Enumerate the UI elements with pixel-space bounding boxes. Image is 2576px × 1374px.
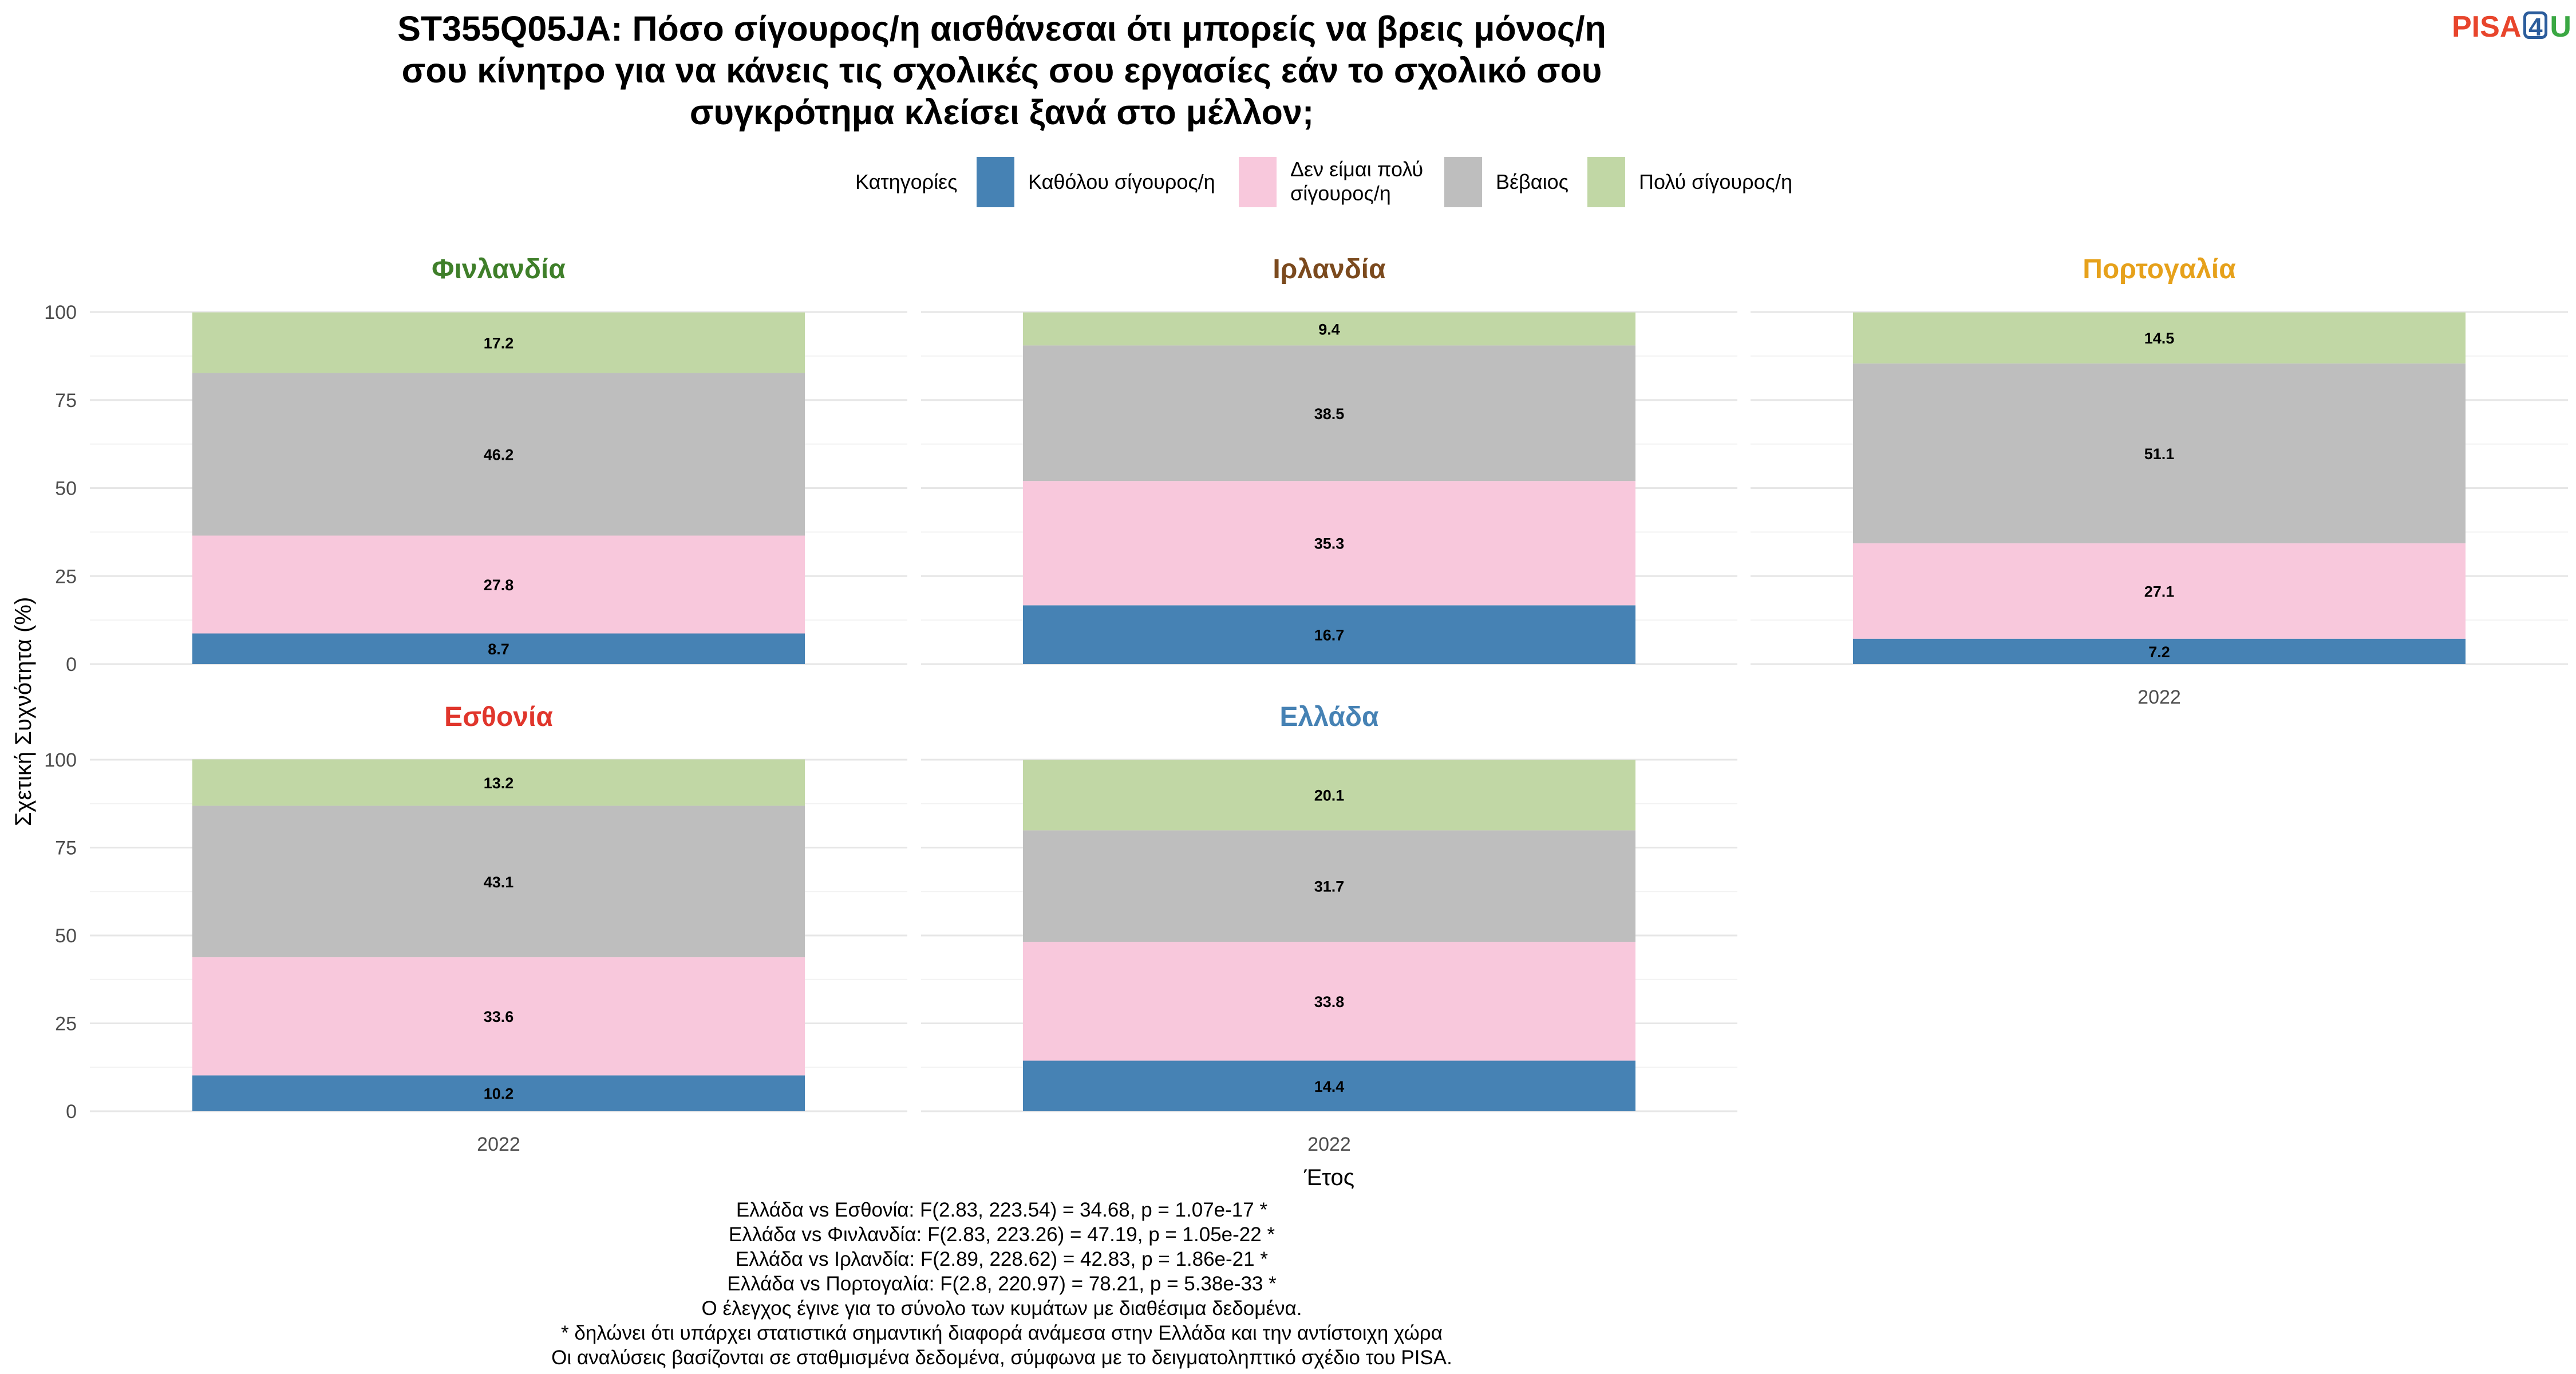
pisa4u-logo: PISA 4 U — [2452, 8, 2571, 46]
panel-title: Ελλάδα — [1280, 702, 1379, 732]
legend-swatch-certain — [1444, 157, 1482, 207]
y-tick-label: 75 — [55, 390, 77, 412]
bar-segment — [192, 535, 805, 634]
bar-segment — [192, 1075, 805, 1111]
bar-segment — [192, 957, 805, 1076]
bar-segment — [1023, 1060, 1635, 1111]
x-axis-title: Έτος — [1303, 1165, 1354, 1190]
legend: Κατηγορίες Καθόλου σίγουρος/η Δεν είμαι … — [0, 157, 2576, 208]
y-tick-label: 25 — [55, 566, 77, 587]
bar-segment — [192, 312, 805, 373]
footnote-line: Ελλάδα vs Εσθονία: F(2.83, 223.54) = 34.… — [736, 1199, 1268, 1221]
panel-title: Φινλανδία — [432, 254, 566, 285]
bar-segment — [192, 759, 805, 806]
data-label: 9.4 — [1318, 321, 1340, 338]
bar-segment — [1853, 312, 2466, 364]
chart-title-line: σου κίνητρο για να κάνεις τις σχολικές σ… — [401, 51, 1602, 90]
data-label: 43.1 — [484, 874, 514, 891]
data-label: 31.7 — [1314, 878, 1345, 895]
data-label: 10.2 — [484, 1085, 514, 1103]
data-label: 8.7 — [488, 641, 509, 658]
bar-segment — [1023, 942, 1635, 1061]
chart-title-line: συγκρότημα κλείσει ξανά στο μέλλον; — [689, 93, 1314, 132]
data-label: 46.2 — [484, 446, 514, 463]
data-label: 51.1 — [2144, 445, 2175, 463]
data-label: 33.6 — [484, 1008, 514, 1025]
y-tick-label: 50 — [55, 925, 77, 947]
bar-segment — [1023, 605, 1635, 664]
y-tick-label: 100 — [44, 302, 77, 323]
legend-label-not-sure: Καθόλου σίγουρος/η — [1028, 170, 1215, 194]
footnote-line: Ελλάδα vs Φινλανδία: F(2.83, 223.26) = 4… — [728, 1223, 1275, 1246]
chart-title: ST355Q05JA: Πόσο σίγουρος/η αισθάνεσαι ό… — [0, 8, 2004, 133]
panel-title: Ιρλανδία — [1273, 254, 1386, 285]
data-label: 14.5 — [2144, 330, 2175, 347]
y-tick-label: 0 — [66, 1101, 77, 1123]
legend-label-not-very-sure-line1: Δεν είμαι πολύ — [1290, 157, 1424, 181]
y-tick-label: 100 — [44, 749, 77, 771]
logo-text-pisa: PISA — [2452, 10, 2522, 44]
bar-segment — [1853, 543, 2466, 639]
footnote-line: Ελλάδα vs Πορτογαλία: F(2.8, 220.97) = 7… — [727, 1273, 1277, 1295]
x-tick-label: 2022 — [477, 1134, 520, 1155]
legend-label-not-very-sure-line2: σίγουρος/η — [1290, 181, 1391, 205]
x-tick-label: 2022 — [1307, 1134, 1351, 1155]
footnote-line: Ελλάδα vs Ιρλανδία: F(2.89, 228.62) = 42… — [736, 1248, 1268, 1270]
bar-segment — [192, 806, 805, 958]
legend-label-very-sure: Πολύ σίγουρος/η — [1639, 170, 1792, 194]
data-label: 27.1 — [2144, 583, 2175, 600]
bar-segment — [1023, 312, 1635, 346]
data-label: 14.4 — [1314, 1078, 1345, 1095]
y-tick-label: 50 — [55, 478, 77, 500]
legend-swatch-very-sure — [1587, 157, 1625, 207]
data-label: 7.2 — [2148, 643, 2170, 661]
bar-segment — [1023, 345, 1635, 481]
data-label: 16.7 — [1314, 627, 1345, 644]
legend-title: Κατηγορίες — [855, 170, 958, 194]
panel-title: Πορτογαλία — [2083, 254, 2236, 285]
data-label: 13.2 — [484, 775, 514, 792]
bar-segment — [192, 373, 805, 536]
legend-label-certain: Βέβαιος — [1496, 170, 1568, 194]
logo-text-four: 4 — [2523, 11, 2548, 41]
footnote-line: Οι αναλύσεις βασίζονται σε σταθμισμένα δ… — [551, 1347, 1452, 1369]
bar-segment — [1853, 638, 2466, 664]
legend-swatch-not-very-sure — [1239, 157, 1277, 207]
bar-segment — [1023, 830, 1635, 942]
data-label: 38.5 — [1314, 405, 1345, 423]
y-axis-title: Σχετική Συχνότητα (%) — [11, 597, 36, 827]
data-label: 27.8 — [484, 577, 514, 594]
bar-segment — [192, 633, 805, 664]
y-tick-label: 75 — [55, 838, 77, 859]
data-label: 17.2 — [484, 335, 514, 352]
bar-segment — [1023, 481, 1635, 606]
x-tick-label: 2022 — [2138, 686, 2181, 708]
bar-segment — [1853, 363, 2466, 544]
footnote-line: * δηλώνει ότι υπάρχει στατιστικά σημαντι… — [561, 1322, 1443, 1344]
data-label: 35.3 — [1314, 535, 1345, 552]
y-tick-label: 25 — [55, 1013, 77, 1035]
footnotes: Ελλάδα vs Εσθονία: F(2.83, 223.54) = 34.… — [0, 1198, 2004, 1370]
logo-text-u: U — [2550, 10, 2571, 44]
legend-swatch-not-sure — [977, 157, 1014, 207]
chart-title-line: ST355Q05JA: Πόσο σίγουρος/η αισθάνεσαι ό… — [397, 9, 1606, 48]
panel-title: Εσθονία — [444, 702, 553, 732]
data-label: 33.8 — [1314, 993, 1345, 1010]
bar-segment — [1023, 760, 1635, 831]
data-label: 20.1 — [1314, 787, 1345, 804]
y-tick-label: 0 — [66, 654, 77, 676]
footnote-line: Ο έλεγχος έγινε για το σύνολο των κυμάτω… — [701, 1297, 1302, 1320]
